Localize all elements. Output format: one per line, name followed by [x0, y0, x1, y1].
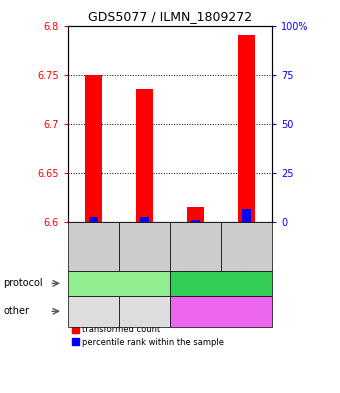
Text: protocol: protocol	[3, 278, 43, 288]
Text: GSM1071454: GSM1071454	[191, 221, 200, 272]
Bar	[89, 217, 98, 222]
Bar	[242, 209, 251, 222]
Bar	[140, 217, 149, 222]
Bar	[136, 89, 153, 222]
Text: shRNA for
first exon
of TMEM88: shRNA for first exon of TMEM88	[74, 301, 113, 321]
Title: GDS5077 / ILMN_1809272: GDS5077 / ILMN_1809272	[88, 10, 252, 23]
Text: GSM1071457: GSM1071457	[89, 221, 98, 272]
Bar	[85, 75, 102, 222]
Legend: transformed count, percentile rank within the sample: transformed count, percentile rank withi…	[72, 325, 224, 347]
Bar	[191, 220, 200, 222]
Text: other: other	[3, 306, 29, 316]
Text: shRNA for
3'UTR of
TMEM88: shRNA for 3'UTR of TMEM88	[127, 301, 162, 321]
Text: non-targetting
shRNA: non-targetting shRNA	[196, 305, 246, 318]
Text: TMEM88 depletion: TMEM88 depletion	[77, 279, 161, 288]
Bar	[238, 35, 255, 222]
Text: GSM1071455: GSM1071455	[242, 221, 251, 272]
Bar	[187, 207, 204, 222]
Text: GSM1071456: GSM1071456	[140, 221, 149, 272]
Text: control: control	[205, 279, 237, 288]
